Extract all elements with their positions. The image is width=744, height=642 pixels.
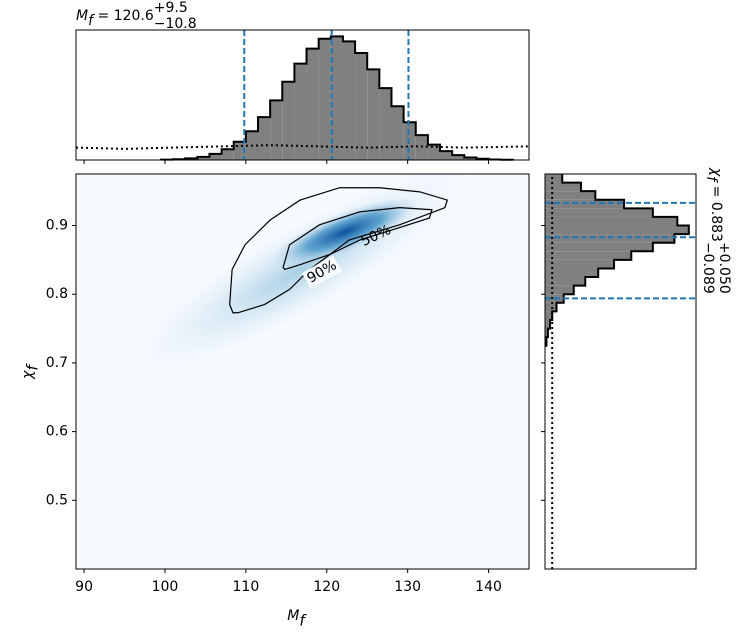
x-tick-label: 120: [313, 579, 340, 595]
hist-bar: [545, 303, 557, 312]
hist-bar: [545, 234, 674, 243]
hist-bar: [545, 277, 585, 286]
subscript: f: [299, 612, 307, 630]
y-tick-label: 0.8: [46, 286, 68, 302]
hist-bar: [319, 39, 331, 160]
upper-error: +9.5: [154, 0, 188, 16]
hist-bar: [379, 88, 391, 160]
hist-bar: [307, 49, 319, 160]
hist-bar: [331, 36, 343, 160]
hist-bar: [270, 100, 282, 160]
x-tick-label: 140: [475, 579, 502, 595]
symbol: M: [287, 608, 299, 624]
hist-bar: [428, 145, 440, 160]
x-tick-label: 100: [152, 579, 179, 595]
hist-bar: [545, 311, 552, 320]
hist-bar: [355, 53, 367, 160]
hist-bar: [545, 226, 689, 235]
hist-bar: [545, 243, 653, 252]
x-tick-label: 90: [75, 579, 93, 595]
hist-bar: [404, 122, 416, 160]
hist-bar: [545, 183, 581, 192]
hist-bar: [545, 260, 614, 269]
hist-bar: [545, 174, 562, 183]
hist-bar: [545, 208, 653, 217]
y-tick-label: 0.6: [46, 424, 68, 440]
hist-bar: [222, 149, 234, 160]
hist-bar: [258, 117, 270, 160]
hist-bar: [545, 217, 677, 226]
y-tick-label: 0.9: [46, 218, 68, 234]
upper-error: +0.050: [716, 242, 732, 294]
hist-bar: [440, 151, 452, 160]
hist-bar: [545, 251, 631, 260]
hist-bar: [343, 41, 355, 160]
equation: = 120.6: [93, 8, 154, 24]
y-axis-label: χf: [20, 363, 42, 380]
lower-error: −10.8: [154, 16, 197, 32]
hist-bar: [545, 286, 574, 295]
title: Mf = 120.6+9.5−10.8: [76, 0, 197, 32]
side-title: χf = 0.883+0.050−0.089: [700, 167, 732, 294]
hist-bar: [545, 200, 624, 209]
y-tick-label: 0.5: [46, 492, 68, 508]
hist-bar: [391, 106, 403, 160]
x-tick-label: 110: [233, 579, 260, 595]
equation: = 0.883: [708, 181, 724, 242]
x-axis-label: Mf: [287, 608, 307, 630]
hist-bar: [282, 82, 294, 160]
y-tick-label: 0.7: [46, 355, 68, 371]
subscript: f: [24, 363, 42, 371]
lower-error: −0.089: [700, 242, 716, 294]
x-tick-label: 130: [394, 579, 421, 595]
symbol: M: [76, 8, 88, 24]
